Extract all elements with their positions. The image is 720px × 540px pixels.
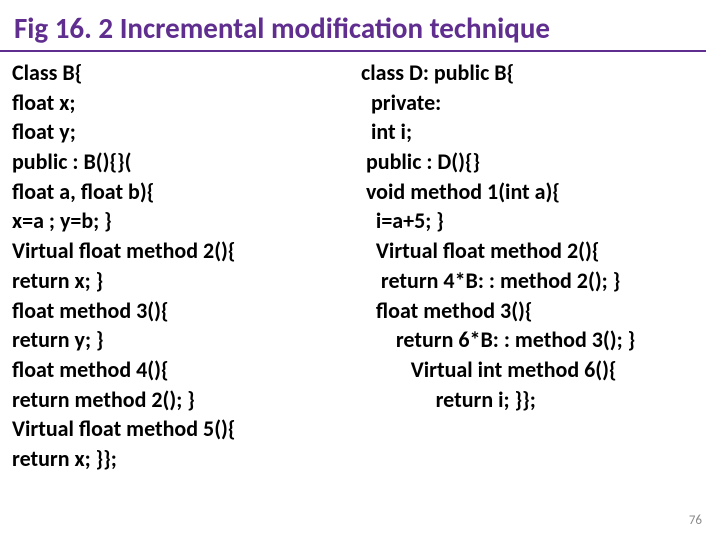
code-line: float y; — [12, 117, 361, 147]
code-columns: Class B{float x;float y;public : B(){}(f… — [0, 58, 720, 474]
code-line: return y; } — [12, 325, 361, 355]
code-line: public : B(){}( — [12, 147, 361, 177]
code-line: float method 3(){ — [361, 296, 710, 326]
code-line: float a, float b){ — [12, 177, 361, 207]
code-line: public : D(){} — [361, 147, 710, 177]
figure-title: Fig 16. 2 Incremental modification techn… — [0, 0, 706, 52]
code-line: return 4*B: : method 2(); } — [361, 266, 710, 296]
right-column: class D: public B{ private: int i; publi… — [361, 58, 710, 474]
code-line: float x; — [12, 88, 361, 118]
code-line: i=a+5; } — [361, 206, 710, 236]
code-line: return method 2(); } — [12, 385, 361, 415]
code-line: Virtual float method 5(){ — [12, 414, 361, 444]
code-line: int i; — [361, 117, 710, 147]
code-line: return 6*B: : method 3(); } — [361, 325, 710, 355]
code-line: float method 4(){ — [12, 355, 361, 385]
code-line: x=a ; y=b; } — [12, 206, 361, 236]
page-number: 76 — [689, 513, 702, 528]
code-line: float method 3(){ — [12, 296, 361, 326]
code-line: Virtual float method 2(){ — [361, 236, 710, 266]
code-line: private: — [361, 88, 710, 118]
code-line: Virtual int method 6(){ — [361, 355, 710, 385]
code-line: return i; }}; — [361, 385, 710, 415]
code-line: Virtual float method 2(){ — [12, 236, 361, 266]
code-line: return x; }}; — [12, 444, 361, 474]
code-line: Class B{ — [12, 58, 361, 88]
code-line: class D: public B{ — [361, 58, 710, 88]
left-column: Class B{float x;float y;public : B(){}(f… — [10, 58, 361, 474]
code-line: void method 1(int a){ — [361, 177, 710, 207]
code-line: return x; } — [12, 266, 361, 296]
